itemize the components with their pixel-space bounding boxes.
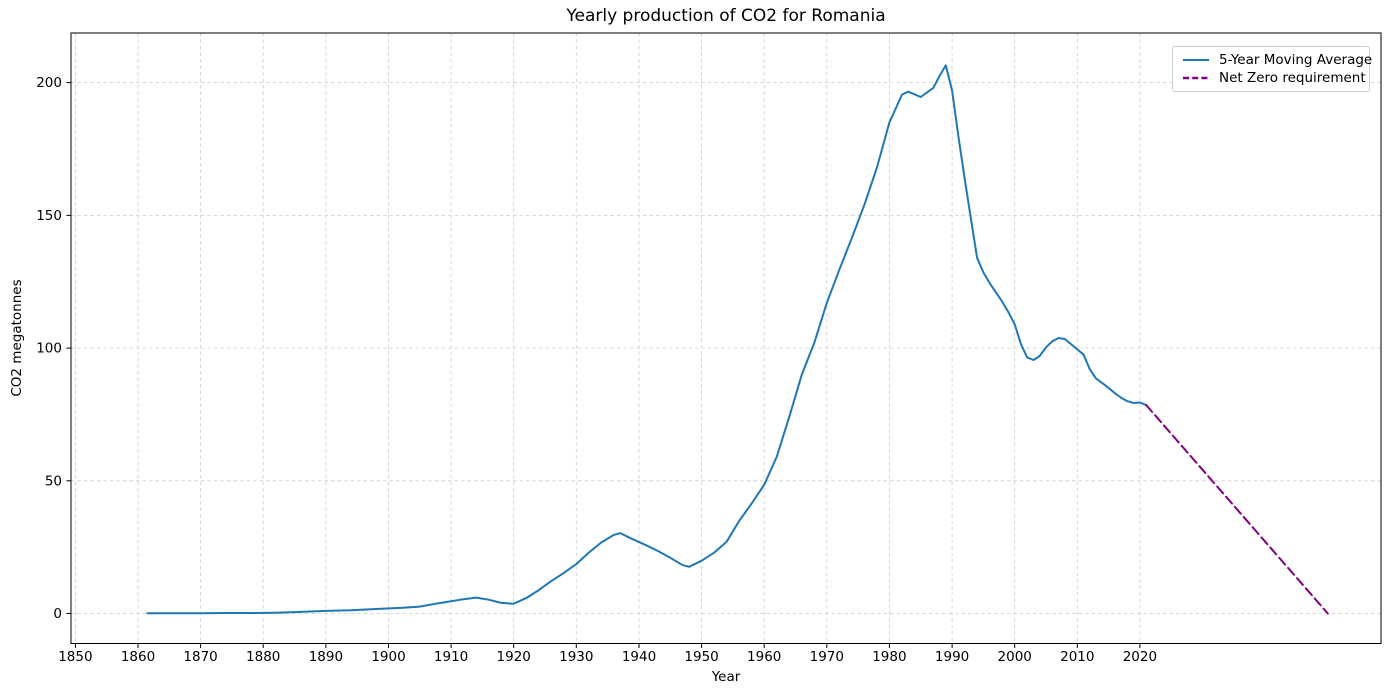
axes-frame xyxy=(70,32,1382,644)
x-tick-label: 1950 xyxy=(684,649,718,665)
y-tick-label: 100 xyxy=(36,341,62,357)
legend-label-net-zero: Net Zero requirement xyxy=(1219,70,1366,86)
y-tick-label: 0 xyxy=(53,606,62,622)
x-tick-label: 1980 xyxy=(872,649,906,665)
x-tick-label: 1850 xyxy=(58,649,92,665)
y-tick-label: 50 xyxy=(45,473,62,489)
moving-average-line-icon xyxy=(1183,59,1209,61)
x-tick-label: 1890 xyxy=(309,649,343,665)
x-tick-label: 1920 xyxy=(497,649,531,665)
x-tick-label: 1990 xyxy=(935,649,969,665)
x-tick-label: 1860 xyxy=(121,649,155,665)
x-tick-label: 1910 xyxy=(434,649,468,665)
x-tick-label: 1880 xyxy=(246,649,280,665)
x-tick-label: 1930 xyxy=(559,649,593,665)
chart-title: Yearly production of CO2 for Romania xyxy=(566,6,886,26)
net-zero-series-line xyxy=(1145,404,1329,615)
x-tick-label: 1870 xyxy=(183,649,217,665)
y-tick-label: 150 xyxy=(36,208,62,224)
x-tick-label: 2020 xyxy=(1123,649,1157,665)
x-tick-label: 1940 xyxy=(622,649,656,665)
moving-average-series-line xyxy=(146,64,1148,615)
x-tick-label: 1900 xyxy=(371,649,405,665)
legend-entry-moving-average: 5-Year Moving Average xyxy=(1182,51,1373,69)
y-tick-label: 200 xyxy=(36,75,62,91)
legend-label-moving-average: 5-Year Moving Average xyxy=(1219,52,1373,68)
legend-entry-net-zero: Net Zero requirement xyxy=(1182,69,1369,87)
x-tick-label: 2010 xyxy=(1060,649,1094,665)
net-zero-dashed-line-icon xyxy=(1183,76,1209,80)
x-tick-label: 2000 xyxy=(998,649,1032,665)
y-axis-label: CO2 megatonnes xyxy=(9,279,25,397)
x-tick-label: 1960 xyxy=(747,649,781,665)
legend: 5-Year Moving Average Net Zero requireme… xyxy=(1172,46,1373,92)
x-tick-label: 1970 xyxy=(810,649,844,665)
x-axis-label: Year xyxy=(711,669,741,685)
